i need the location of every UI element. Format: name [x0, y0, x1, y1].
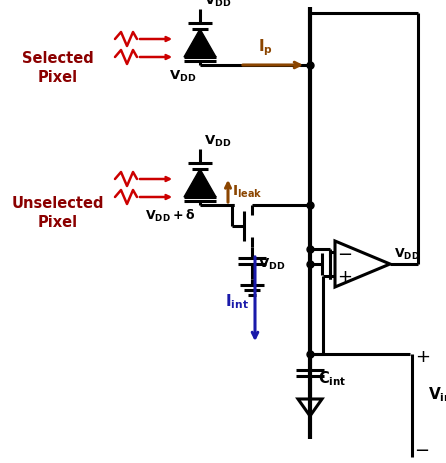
Text: $+$: $+$: [415, 347, 430, 365]
Text: Unselected
Pixel: Unselected Pixel: [12, 195, 104, 230]
Text: $\mathbf{I_{int}}$: $\mathbf{I_{int}}$: [225, 292, 249, 311]
Text: $-$: $-$: [414, 439, 429, 457]
Text: $\mathbf{V_{DD}}$: $\mathbf{V_{DD}}$: [394, 246, 420, 262]
Text: Selected
Pixel: Selected Pixel: [22, 50, 94, 85]
Text: $\mathbf{V_{int}}$: $\mathbf{V_{int}}$: [428, 385, 446, 403]
Text: $\mathbf{V_{DD}}$: $\mathbf{V_{DD}}$: [258, 256, 285, 271]
Text: $\mathbf{V_{DD}}$: $\mathbf{V_{DD}}$: [204, 0, 231, 9]
Text: $\mathbf{I_p}$: $\mathbf{I_p}$: [257, 38, 273, 58]
Polygon shape: [184, 30, 216, 58]
Text: $-$: $-$: [338, 244, 353, 262]
Text: $\mathbf{C_{int}}$: $\mathbf{C_{int}}$: [318, 369, 346, 388]
Text: $\mathbf{I_{leak}}$: $\mathbf{I_{leak}}$: [232, 183, 263, 200]
Text: $\mathbf{V_{DD}+\delta}$: $\mathbf{V_{DD}+\delta}$: [145, 207, 195, 224]
Text: $\mathbf{V_{DD}}$: $\mathbf{V_{DD}}$: [169, 69, 196, 84]
Text: $+$: $+$: [338, 268, 352, 285]
Polygon shape: [184, 169, 216, 198]
Text: $\mathbf{V_{DD}}$: $\mathbf{V_{DD}}$: [204, 134, 231, 149]
